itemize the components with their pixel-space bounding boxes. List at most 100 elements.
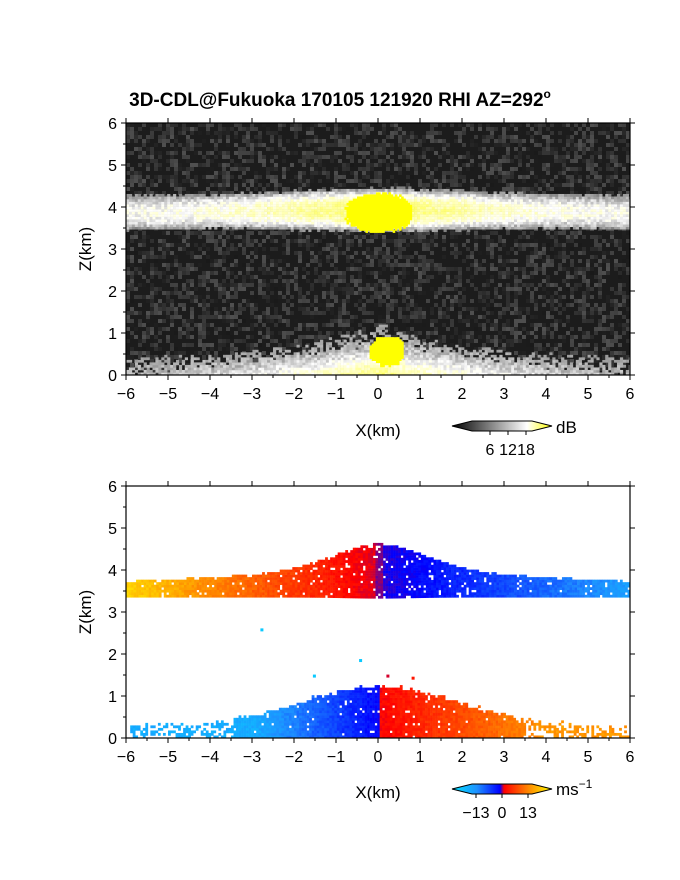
intensity-noise-cell	[170, 175, 174, 179]
intensity-noise-cell	[218, 327, 222, 331]
intensity-noise-cell	[274, 131, 278, 135]
intensity-noise-cell	[246, 271, 250, 275]
intensity-upper-layer-cell	[196, 224, 200, 228]
intensity-noise-cell	[238, 359, 242, 363]
intensity-noise-cell	[470, 143, 474, 147]
intensity-noise-cell	[206, 323, 210, 327]
intensity-noise-cell	[202, 355, 206, 359]
intensity-noise-cell	[354, 259, 358, 263]
intensity-noise-cell	[250, 327, 254, 331]
intensity-noise-cell	[286, 263, 290, 267]
intensity-noise-cell	[598, 275, 602, 279]
intensity-noise-cell	[518, 311, 522, 315]
intensity-noise-cell	[470, 335, 474, 339]
intensity-noise-cell	[542, 231, 546, 235]
intensity-noise-cell	[138, 147, 142, 151]
intensity-upper-layer-cell	[223, 219, 227, 222]
intensity-noise-cell	[426, 167, 430, 171]
intensity-noise-cell	[262, 291, 266, 295]
intensity-noise-cell	[270, 159, 274, 163]
intensity-noise-cell	[542, 315, 546, 319]
intensity-noise-cell	[346, 243, 350, 247]
intensity-noise-cell	[346, 139, 350, 143]
intensity-noise-cell	[334, 283, 338, 287]
intensity-noise-cell	[390, 303, 394, 307]
intensity-noise-cell	[246, 343, 250, 347]
intensity-noise-cell	[214, 243, 218, 247]
intensity-noise-cell	[186, 235, 190, 239]
intensity-upper-layer-cell	[155, 204, 159, 207]
intensity-noise-cell	[190, 163, 194, 167]
intensity-noise-cell	[182, 151, 186, 155]
intensity-noise-cell	[586, 295, 590, 299]
intensity-noise-cell	[442, 303, 446, 307]
intensity-noise-cell	[258, 279, 262, 283]
intensity-noise-cell	[398, 155, 402, 159]
intensity-upper-layer-cell	[131, 214, 136, 217]
intensity-noise-cell	[278, 135, 282, 139]
intensity-noise-cell	[422, 163, 426, 167]
intensity-noise-cell	[174, 167, 178, 171]
intensity-noise-cell	[246, 159, 250, 163]
intensity-noise-cell	[190, 267, 194, 271]
intensity-noise-cell	[422, 307, 426, 311]
intensity-noise-cell	[282, 267, 286, 271]
intensity-noise-cell	[170, 135, 174, 139]
intensity-noise-cell	[486, 127, 490, 131]
intensity-noise-cell	[526, 339, 530, 343]
intensity-noise-cell	[198, 171, 202, 175]
intensity-noise-cell	[282, 147, 286, 151]
intensity-noise-cell	[426, 299, 430, 303]
intensity-noise-cell	[550, 235, 554, 239]
intensity-noise-cell	[506, 171, 510, 175]
intensity-noise-cell	[406, 167, 410, 171]
intensity-noise-cell	[202, 155, 206, 159]
intensity-noise-cell	[590, 271, 594, 275]
intensity-noise-cell	[486, 235, 490, 239]
intensity-noise-cell	[502, 347, 506, 351]
intensity-noise-cell	[582, 311, 586, 315]
intensity-noise-cell	[186, 155, 190, 159]
intensity-noise-cell	[298, 135, 302, 139]
intensity-noise-cell	[338, 143, 342, 147]
intensity-noise-cell	[430, 243, 434, 247]
intensity-upper-layer-cell	[178, 209, 183, 212]
intensity-noise-cell	[318, 139, 322, 143]
intensity-noise-cell	[278, 331, 282, 335]
intensity-noise-cell	[594, 243, 598, 247]
intensity-noise-cell	[142, 283, 146, 287]
intensity-noise-cell	[266, 271, 270, 275]
intensity-noise-cell	[406, 175, 410, 179]
intensity-upper-layer-cell	[152, 219, 156, 222]
intensity-noise-cell	[486, 335, 490, 339]
intensity-noise-cell	[390, 299, 394, 303]
intensity-noise-cell	[534, 239, 538, 243]
intensity-upper-layer-cell	[187, 214, 191, 217]
intensity-noise-cell	[598, 155, 602, 159]
intensity-noise-cell	[162, 275, 166, 279]
intensity-noise-cell	[126, 295, 130, 299]
intensity-noise-cell	[462, 127, 466, 131]
intensity-noise-cell	[582, 247, 586, 251]
intensity-upper-layer-cell	[205, 209, 209, 212]
intensity-noise-cell	[138, 311, 142, 315]
intensity-noise-cell	[386, 263, 390, 267]
intensity-noise-cell	[282, 283, 286, 287]
intensity-noise-cell	[570, 143, 574, 147]
intensity-noise-cell	[130, 151, 134, 155]
intensity-noise-cell	[254, 315, 258, 319]
intensity-noise-cell	[286, 287, 290, 291]
intensity-noise-cell	[158, 175, 162, 179]
intensity-upper-layer-cell	[246, 224, 250, 228]
intensity-noise-cell	[582, 271, 586, 275]
intensity-noise-cell	[214, 155, 218, 159]
intensity-noise-cell	[586, 187, 590, 191]
intensity-noise-cell	[222, 291, 226, 295]
intensity-upper-layer-cell	[214, 209, 218, 212]
intensity-noise-cell	[194, 243, 198, 247]
intensity-noise-cell	[206, 131, 210, 135]
intensity-noise-cell	[174, 287, 178, 291]
intensity-noise-cell	[462, 295, 466, 299]
intensity-noise-cell	[578, 327, 582, 331]
intensity-noise-cell	[226, 235, 230, 239]
